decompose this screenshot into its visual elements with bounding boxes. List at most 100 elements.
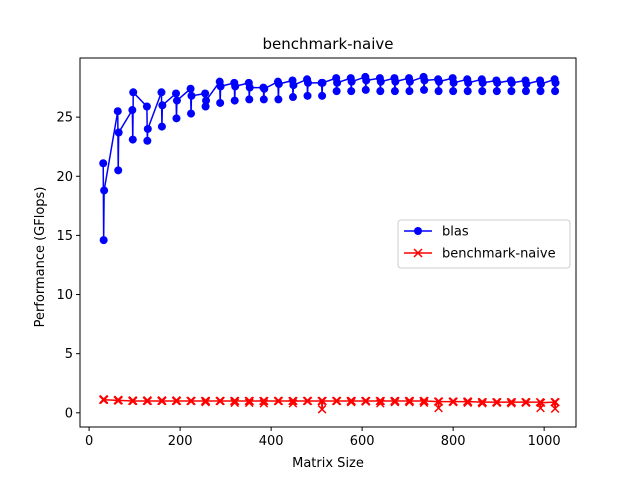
data-point-blas <box>492 87 501 96</box>
data-point-benchmark-naive <box>216 396 225 406</box>
data-point-blas <box>201 89 210 98</box>
data-point-benchmark-naive <box>507 397 517 407</box>
series-line-blas <box>102 76 557 241</box>
data-point-benchmark-naive <box>172 396 182 406</box>
data-point-blas <box>142 102 151 111</box>
data-point-benchmark-naive <box>143 396 153 406</box>
data-point-benchmark-naive <box>259 399 269 408</box>
data-point-blas <box>216 82 225 91</box>
chart-title: benchmark-naive <box>262 35 393 53</box>
data-point-benchmark-naive <box>230 396 240 406</box>
y-tick-label: 25 <box>56 111 73 126</box>
data-point-benchmark-naive <box>420 396 429 406</box>
data-point-blas <box>186 84 195 93</box>
data-point-benchmark-naive <box>99 395 109 405</box>
x-tick-label: 1000 <box>528 434 561 449</box>
legend-label-benchmark-naive: benchmark-naive <box>442 247 556 262</box>
data-point-blas <box>347 87 356 96</box>
plot-frame <box>79 57 577 428</box>
data-point-benchmark-naive <box>288 399 298 408</box>
y-tick-label: 15 <box>56 229 73 244</box>
data-point-blas <box>536 87 545 96</box>
data-point-blas <box>303 91 312 100</box>
data-point-blas <box>376 77 385 86</box>
data-point-blas <box>434 87 443 96</box>
data-point-blas <box>114 128 123 137</box>
x-axis: 0 200 400 600 800 1000 <box>85 427 561 449</box>
data-point-blas <box>245 83 254 92</box>
data-point-blas <box>187 91 196 100</box>
data-point-benchmark-naive <box>244 398 254 408</box>
legend-marker-benchmark-naive <box>413 248 423 258</box>
data-point-benchmark-naive <box>522 397 531 407</box>
legend-box <box>397 219 571 269</box>
data-point-benchmark-naive <box>478 397 488 407</box>
data-point-blas <box>143 136 152 145</box>
data-point-blas <box>391 77 400 86</box>
data-point-blas <box>536 80 545 89</box>
data-point-blas <box>464 78 473 87</box>
data-point-blas <box>507 78 516 87</box>
data-point-blas <box>303 78 312 87</box>
data-point-benchmark-naive <box>449 397 458 406</box>
data-point-blas <box>376 87 385 96</box>
data-point-blas <box>128 106 137 115</box>
data-point-blas <box>143 124 152 133</box>
data-point-blas <box>507 87 516 96</box>
data-point-blas <box>332 87 341 96</box>
data-point-benchmark-naive <box>303 396 313 406</box>
x-tick-label: 200 <box>168 434 193 449</box>
data-point-benchmark-naive <box>434 397 444 406</box>
data-point-blas <box>259 95 268 104</box>
data-point-benchmark-naive <box>318 396 327 406</box>
data-point-blas <box>551 78 560 87</box>
plot-area <box>79 57 577 428</box>
data-point-blas <box>99 159 108 168</box>
data-point-blas <box>202 96 211 105</box>
series-layer <box>98 72 560 414</box>
data-point-blas <box>522 80 531 89</box>
data-point-blas <box>390 87 399 96</box>
data-point-benchmark-naive <box>419 398 429 408</box>
y-axis: 0 5 10 15 20 25 <box>56 111 80 421</box>
y-tick-label: 20 <box>56 170 73 185</box>
data-point-benchmark-naive <box>361 396 371 406</box>
data-point-blas <box>478 78 487 87</box>
data-point-blas <box>449 87 458 96</box>
data-point-benchmark-naive <box>551 397 560 407</box>
data-point-blas <box>157 88 166 97</box>
data-point-blas <box>231 82 240 91</box>
data-point-blas <box>333 78 342 87</box>
y-axis-label: Performance (GFlops) <box>33 187 48 328</box>
series-blas <box>99 72 560 245</box>
data-point-blas <box>129 88 138 97</box>
data-point-benchmark-naive <box>332 396 342 406</box>
data-point-benchmark-naive <box>114 396 124 405</box>
data-point-blas <box>157 122 166 131</box>
data-point-benchmark-naive <box>536 398 546 408</box>
series-benchmark-naive <box>98 394 560 414</box>
y-tick-label: 10 <box>56 288 73 303</box>
data-point-blas <box>493 78 502 87</box>
data-point-benchmark-naive <box>347 396 356 406</box>
data-point-blas <box>128 135 137 144</box>
legend-label-blas: blas <box>442 225 469 240</box>
data-point-blas <box>100 186 109 195</box>
data-point-benchmark-naive <box>259 396 269 406</box>
data-point-blas <box>201 102 210 111</box>
x-axis-label: Matrix Size <box>292 456 364 471</box>
data-point-benchmark-naive <box>274 396 284 406</box>
data-point-blas <box>216 98 225 107</box>
data-point-blas <box>99 236 108 245</box>
data-point-blas <box>318 78 327 87</box>
data-point-blas <box>172 89 181 98</box>
data-point-benchmark-naive <box>187 396 196 406</box>
data-point-blas <box>230 96 239 105</box>
data-point-blas <box>113 107 122 116</box>
series-line-benchmark-naive <box>102 398 557 411</box>
y-tick-label: 5 <box>65 347 73 362</box>
data-point-benchmark-naive <box>317 404 327 414</box>
data-point-blas <box>449 78 458 87</box>
data-point-blas <box>362 76 371 85</box>
